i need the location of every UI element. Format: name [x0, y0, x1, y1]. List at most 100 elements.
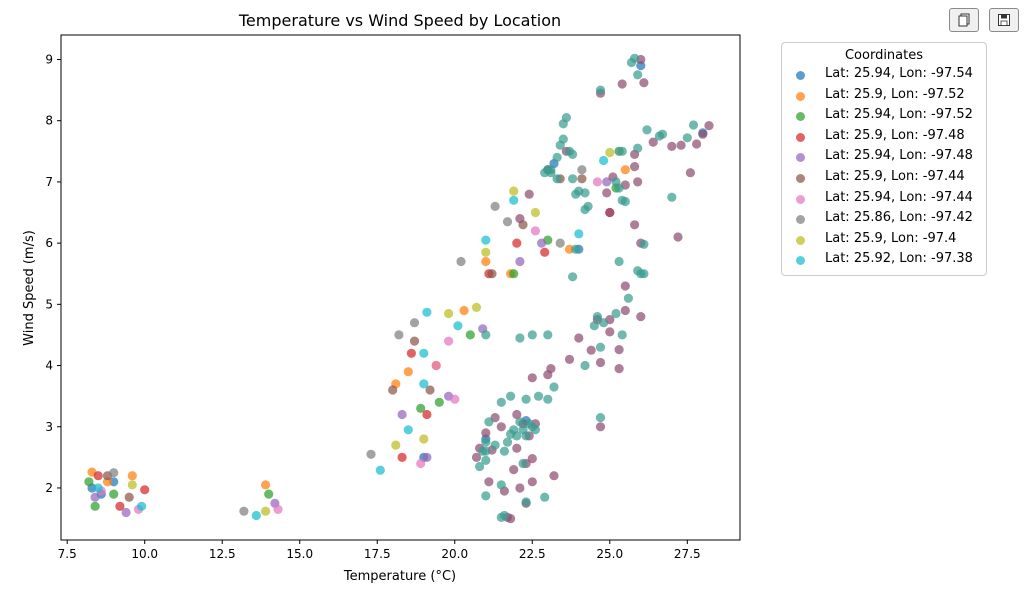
- legend-entry: Lat: 25.94, Lon: -97.54: [782, 65, 986, 86]
- scatter-point-overlap: [515, 483, 525, 493]
- scatter-point-overlap: [512, 443, 522, 453]
- scatter-point-overlap: [481, 330, 491, 340]
- legend-entry: Lat: 25.9, Lon: -97.4: [782, 230, 986, 251]
- scatter-point: [93, 471, 103, 481]
- legend-entry: Lat: 25.9, Lon: -97.52: [782, 86, 986, 107]
- scatter-point: [409, 318, 420, 328]
- scatter-point: [453, 321, 463, 331]
- scatter-point-overlap: [496, 480, 506, 490]
- scatter-point: [459, 305, 469, 316]
- scatter-point-overlap: [533, 391, 544, 401]
- scatter-point: [394, 330, 404, 340]
- scatter-point: [403, 425, 413, 435]
- legend-label: Lat: 25.94, Lon: -97.48: [825, 148, 973, 164]
- scatter-point-overlap: [639, 78, 649, 88]
- x-tick-label: 22.5: [519, 547, 546, 561]
- x-tick-label: 20.0: [441, 547, 468, 561]
- scatter-point-overlap: [636, 312, 646, 322]
- scatter-point-overlap: [484, 417, 494, 427]
- legend-entry: Lat: 25.94, Lon: -97.52: [782, 106, 986, 127]
- scatter-point-overlap: [633, 177, 643, 187]
- legend-title: Coordinates: [844, 48, 924, 63]
- chart-title: Temperature vs Wind Speed by Location: [238, 11, 561, 30]
- scatter-point-overlap: [509, 465, 519, 475]
- scatter-point-overlap: [564, 354, 575, 364]
- scatter-point-overlap: [648, 137, 658, 147]
- plot-frame: [60, 34, 741, 541]
- scatter-point-overlap: [605, 327, 615, 337]
- legend-label: Lat: 25.94, Lon: -97.54: [825, 66, 973, 81]
- scatter-point-overlap: [595, 422, 606, 432]
- scatter-point: [602, 177, 612, 187]
- y-tick-label: 6: [45, 236, 53, 250]
- scatter-point: [375, 465, 385, 475]
- copy-button[interactable]: [949, 8, 979, 32]
- scatter-point-overlap: [623, 293, 634, 303]
- scatter-point-overlap: [552, 174, 562, 184]
- scatter-point-overlap: [475, 461, 485, 472]
- scatter-point: [509, 269, 519, 279]
- scatter-point: [605, 147, 615, 158]
- legend-label: Lat: 25.9, Lon: -97.52: [825, 86, 965, 102]
- legend-label: Lat: 25.86, Lon: -97.42: [825, 210, 973, 226]
- scatter-point: [273, 504, 283, 514]
- legend-entry: Lat: 25.92, Lon: -97.38: [782, 250, 986, 271]
- scatter-point-overlap: [471, 452, 482, 462]
- save-button[interactable]: [989, 8, 1019, 32]
- scatter-point: [444, 336, 454, 346]
- scatter-point-overlap: [667, 141, 677, 151]
- scatter-point: [397, 409, 407, 420]
- scatter-point-overlap: [611, 308, 621, 319]
- legend-entry: Lat: 25.86, Lon: -97.42: [782, 209, 986, 230]
- x-tick-label: 10.0: [131, 547, 158, 561]
- scatter-point-overlap: [617, 79, 627, 89]
- scatter-point-overlap: [586, 345, 596, 355]
- legend-label: Lat: 25.9, Lon: -97.44: [825, 168, 965, 184]
- scatter-point: [397, 452, 407, 462]
- scatter-point: [409, 336, 420, 346]
- y-tick-label: 4: [45, 359, 53, 373]
- copy-icon: [958, 13, 970, 27]
- scatter-point: [419, 434, 429, 444]
- scatter-point-overlap: [527, 373, 537, 383]
- scatter-point: [481, 247, 491, 257]
- scatter-point: [456, 256, 466, 267]
- scatter-point: [434, 397, 444, 407]
- scatter-point-overlap: [698, 129, 708, 139]
- legend-entry: Lat: 25.94, Lon: -97.44: [782, 189, 986, 210]
- scatter-point-overlap: [524, 189, 534, 199]
- scatter-point-overlap: [630, 162, 640, 172]
- x-tick-label: 12.5: [209, 547, 236, 561]
- scatter-point-overlap: [496, 422, 506, 432]
- scatter-point-overlap: [540, 492, 550, 502]
- scatter-point-overlap: [564, 146, 575, 156]
- scatter-point: [90, 492, 100, 502]
- scatter-point: [465, 330, 475, 340]
- scatter-point: [577, 174, 587, 184]
- scatter-point-overlap: [512, 431, 522, 441]
- scatter-point: [502, 217, 513, 227]
- scatter-point: [406, 348, 416, 358]
- scatter-point-overlap: [568, 174, 578, 184]
- scatter-point-overlap: [530, 425, 541, 435]
- scatter-point: [109, 489, 119, 499]
- scatter-point-overlap: [614, 256, 624, 267]
- scatter-point-overlap: [515, 214, 525, 224]
- scatter-point-overlap: [543, 370, 553, 380]
- legend-marker: [796, 235, 805, 245]
- scatter-point-overlap: [499, 446, 509, 456]
- scatter-point-overlap: [620, 281, 630, 291]
- scatter-point: [599, 155, 609, 166]
- scatter-point-overlap: [552, 152, 562, 162]
- legend-marker: [796, 215, 805, 225]
- scatter-point: [490, 201, 500, 211]
- y-tick-label: 5: [45, 297, 53, 311]
- legend-marker: [796, 153, 805, 163]
- scatter-point-overlap: [595, 342, 606, 352]
- legend-marker: [796, 71, 805, 80]
- x-tick-label: 7.5: [58, 547, 77, 561]
- scatter-point-overlap: [633, 143, 643, 153]
- scatter-point-overlap: [543, 394, 553, 404]
- scatter-point-overlap: [571, 244, 581, 254]
- scatter-point: [124, 492, 134, 502]
